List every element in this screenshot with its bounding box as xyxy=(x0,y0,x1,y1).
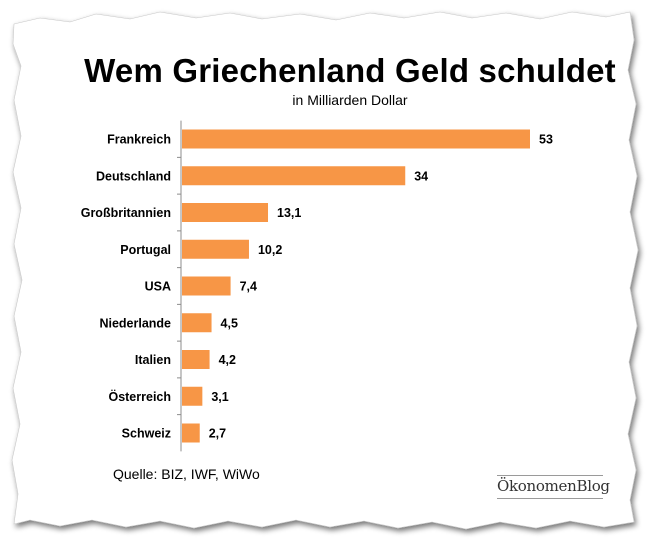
bar-schweiz xyxy=(182,423,200,443)
bar-usa xyxy=(182,276,231,296)
brand-logo: ÖkonomenBlog xyxy=(497,475,610,499)
value-label-gro-britannien: 13,1 xyxy=(277,206,301,220)
value-label-portugal: 10,2 xyxy=(258,243,282,257)
bar-niederlande xyxy=(182,313,212,333)
bar-italien xyxy=(182,350,210,369)
category-label-gro-britannien: Großbritannien xyxy=(81,206,171,220)
bar-gro-britannien xyxy=(182,203,269,222)
bar-frankreich xyxy=(182,129,530,149)
category-label-niederlande: Niederlande xyxy=(99,316,171,330)
value-label--sterreich: 3,1 xyxy=(211,390,228,404)
value-label-deutschland: 34 xyxy=(414,169,428,183)
category-label-frankreich: Frankreich xyxy=(107,133,171,147)
category-label-italien: Italien xyxy=(135,353,171,367)
value-label-usa: 7,4 xyxy=(240,280,257,294)
value-label-frankreich: 53 xyxy=(539,133,553,147)
category-label-schweiz: Schweiz xyxy=(122,427,171,441)
bar-deutschland xyxy=(182,166,406,186)
value-label-niederlande: 4,5 xyxy=(221,316,238,330)
source-note: Quelle: BIZ, IWF, WiWo xyxy=(113,466,260,482)
value-label-italien: 4,2 xyxy=(219,353,236,367)
category-label-portugal: Portugal xyxy=(120,243,171,257)
bar-portugal xyxy=(182,239,249,259)
chart-subtitle: in Milliarden Dollar xyxy=(292,92,408,108)
category-label--sterreich: Österreich xyxy=(108,389,171,404)
category-label-deutschland: Deutschland xyxy=(96,169,171,183)
category-label-usa: USA xyxy=(145,280,171,294)
chart-title: Wem Griechenland Geld schuldet xyxy=(84,52,616,89)
bar--sterreich xyxy=(182,386,203,406)
value-label-schweiz: 2,7 xyxy=(209,427,226,441)
